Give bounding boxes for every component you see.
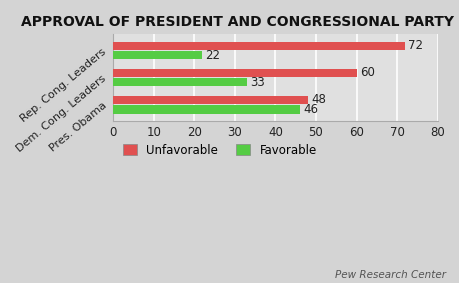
Bar [113,96,307,104]
Bar [113,105,299,113]
Text: 33: 33 [250,76,264,89]
Text: Pew Research Center: Pew Research Center [335,270,445,280]
Text: 22: 22 [205,49,220,62]
Bar [113,42,404,50]
Bar [113,69,356,77]
Legend: Unfavorable, Favorable: Unfavorable, Favorable [119,140,319,160]
Text: 60: 60 [359,67,374,80]
Text: 48: 48 [310,93,325,106]
Text: 46: 46 [302,103,317,116]
Text: 72: 72 [408,39,422,52]
Title: APPROVAL OF PRESIDENT AND CONGRESSIONAL PARTY LEADERS: APPROVAL OF PRESIDENT AND CONGRESSIONAL … [21,15,459,29]
Bar [113,78,246,86]
Bar [113,51,202,59]
